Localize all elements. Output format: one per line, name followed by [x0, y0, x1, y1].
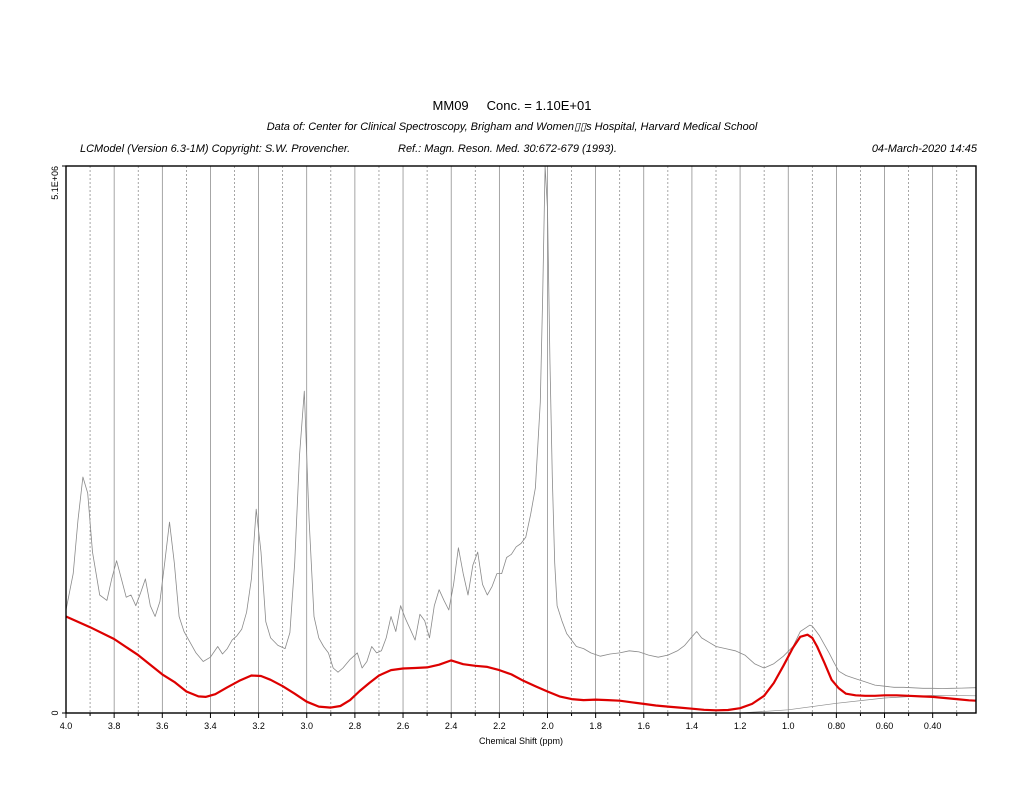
x-tick-label: 2.2 [493, 721, 506, 731]
software-credit: LCModel (Version 6.3-1M) Copyright: S.W.… [80, 143, 351, 155]
plot-frame [65, 165, 977, 714]
y-tick-label: 0 [50, 710, 60, 715]
x-tick-label: 0.60 [876, 721, 894, 731]
x-tick-label: 1.8 [589, 721, 602, 731]
series-fit-line [65, 615, 977, 712]
x-tick-label: 2.8 [349, 721, 362, 731]
series-baseline-line [66, 694, 977, 714]
x-tick-label: 1.4 [686, 721, 699, 731]
chart-title: MM09 Conc. = 1.10E+01 [0, 98, 1024, 113]
x-tick-label: 3.4 [204, 721, 217, 731]
y-tick-label: 5.1E+06 [50, 166, 60, 200]
chart-title-name: MM09 [432, 98, 469, 113]
x-tick-label: 2.0 [541, 721, 554, 731]
reference-citation: Ref.: Magn. Reson. Med. 30:672-679 (1993… [398, 143, 617, 155]
x-tick-label: 2.4 [445, 721, 458, 731]
x-tick-label: 1.6 [638, 721, 651, 731]
x-tick-label: 1.2 [734, 721, 747, 731]
x-tick-label: 3.6 [156, 721, 169, 731]
timestamp: 04-March-2020 14:45 [871, 143, 977, 155]
x-tick-label: 3.0 [300, 721, 313, 731]
x-tick-label: 3.2 [252, 721, 265, 731]
x-tick-label: 3.8 [108, 721, 121, 731]
x-tick-label: 1.0 [782, 721, 795, 731]
x-tick-label: 0.80 [828, 721, 846, 731]
series-layer [65, 165, 977, 714]
x-tick-label: 0.40 [924, 721, 942, 731]
x-tick-label: 4.0 [60, 721, 73, 731]
y-axis: 0 5.1E+06 [50, 165, 66, 716]
grid-lines [89, 166, 958, 713]
data-source-line: Data of: Center for Clinical Spectroscop… [266, 121, 758, 133]
x-axis: 4.0 3.8 3.6 3.4 3.2 3.0 2.8 2.6 2.4 2.2 2.0 1.8 1.6 1… [60, 713, 958, 731]
series-data-line [65, 165, 977, 689]
chart-title-conc: Conc. = 1.10E+01 [486, 98, 592, 113]
x-axis-label: Chemical Shift (ppm) [479, 736, 563, 746]
x-tick-label: 2.6 [397, 721, 410, 731]
